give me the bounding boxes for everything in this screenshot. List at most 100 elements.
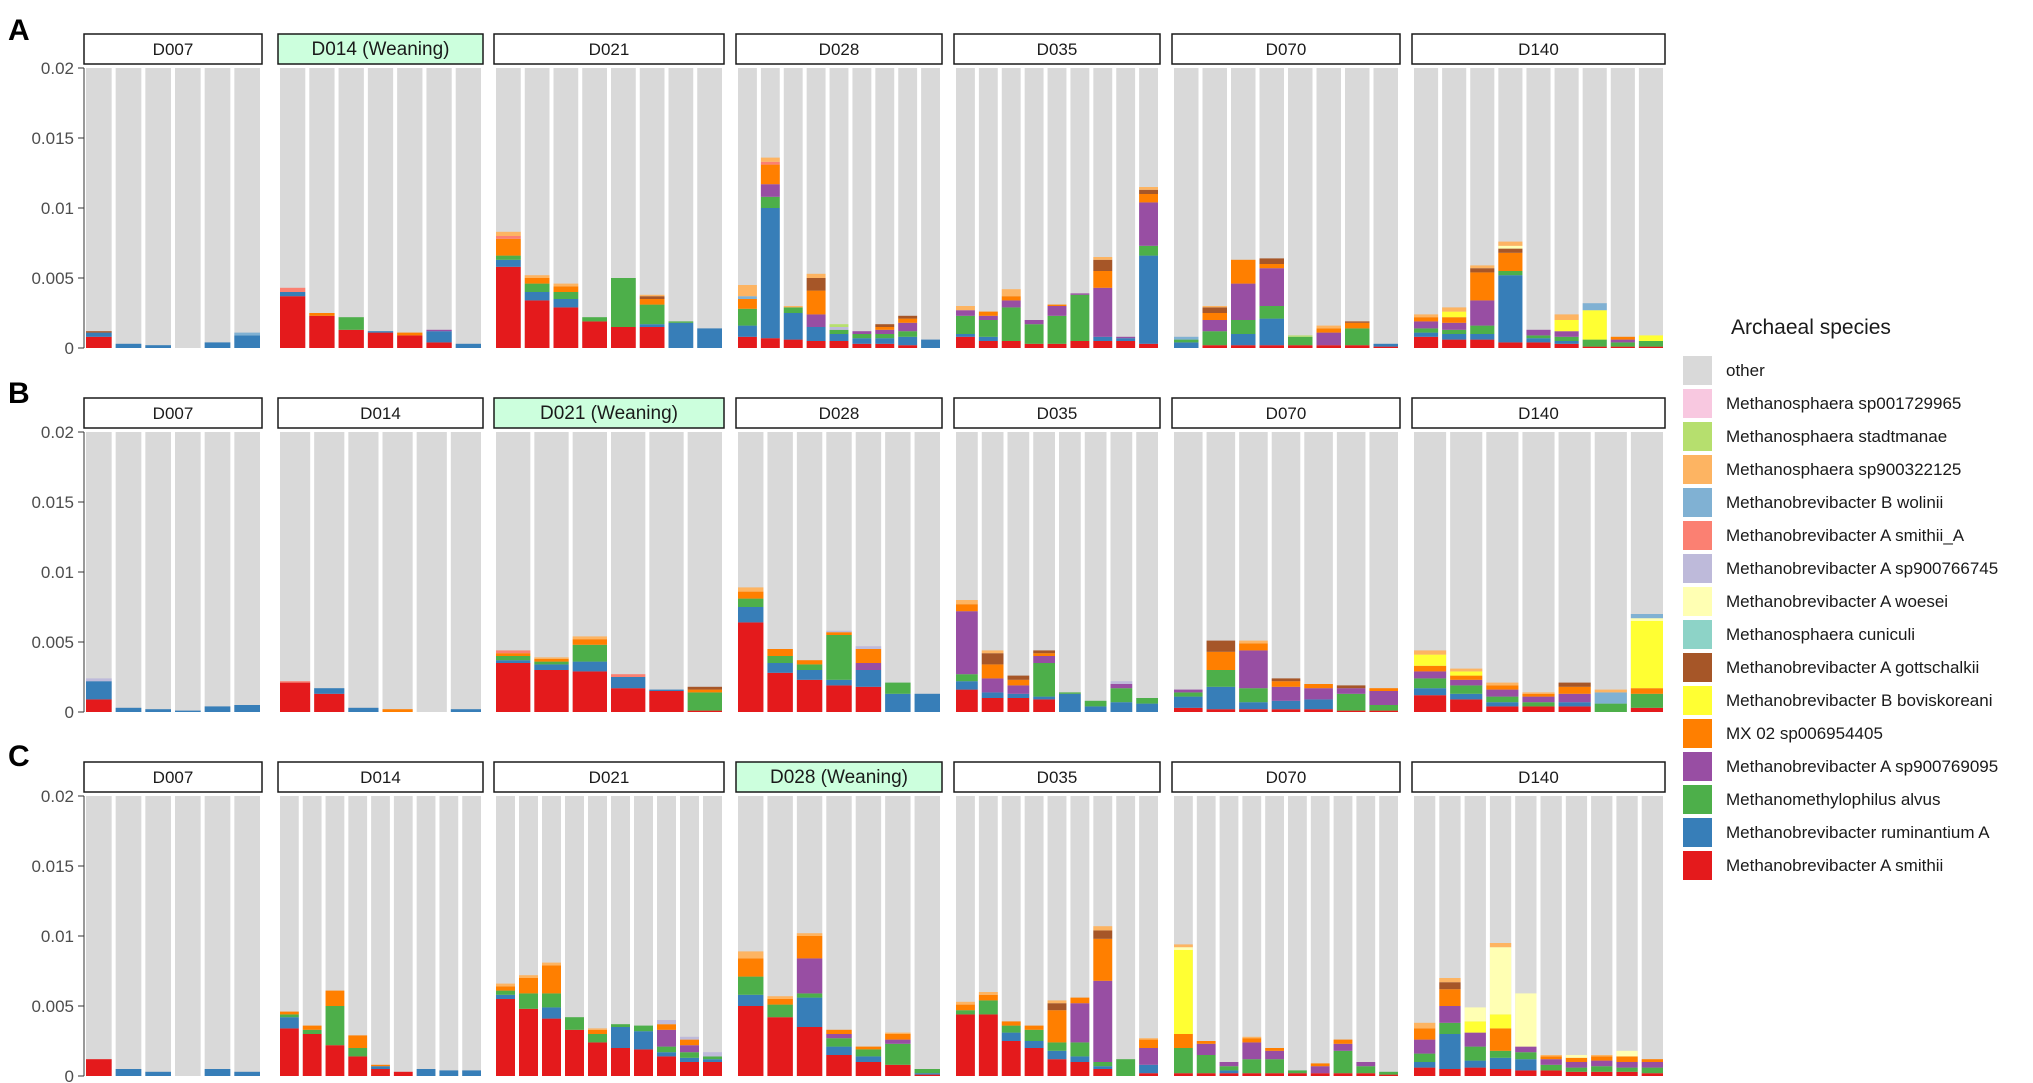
bar-segment-alvus (1206, 670, 1236, 687)
bar-segment-MX02 (572, 639, 607, 645)
bar-background-other (885, 796, 911, 1076)
bar-segment-boviskoreani (1414, 654, 1447, 666)
bar-segment-smithii (1641, 1073, 1663, 1076)
facet-strip (83, 33, 263, 65)
bar-segment-smithii (1630, 707, 1663, 712)
bar-segment-smithii (1271, 709, 1301, 712)
bar-segment-alvus (738, 598, 764, 607)
bar-segment-alvus (338, 317, 364, 330)
bar-segment-wolinii (1630, 614, 1663, 619)
bar-segment-MX02 (371, 1064, 390, 1067)
bar-segment-smithii (565, 1029, 584, 1076)
bar-segment-alvus (956, 315, 975, 334)
bar-segment-smithii (1464, 1067, 1486, 1076)
bar-segment-smithii (1288, 345, 1313, 348)
bar-segment-ruminantium (1526, 338, 1551, 343)
legend-item: Methanobrevibacter B boviskoreani (1683, 684, 2023, 717)
bar-segment-boviskoreani (1489, 1014, 1512, 1029)
bar-segment-ruminantium (657, 1052, 676, 1057)
legend-label: Methanobrevibacter A smithii (1726, 855, 1944, 875)
legend-item: Methanosphaera cuniculi (1683, 618, 2023, 651)
bar-segment-smithii (1174, 1073, 1193, 1076)
bar-segment-ruminantium (649, 689, 684, 691)
bar-segment-smithii (1316, 345, 1341, 348)
bar-segment-alvus (956, 674, 978, 682)
legend-swatch (1683, 686, 1712, 715)
bar-segment-smithii (767, 1017, 793, 1076)
bar-segment-MX02 (1610, 336, 1635, 340)
facet-strip-label: D014 (360, 768, 401, 787)
facet-strip-label: D021 (589, 40, 630, 59)
bar-segment-smithii (553, 307, 579, 348)
bar-segment-ruminantium (898, 336, 918, 346)
bar-segment-ruminantium (234, 1071, 260, 1076)
bar-segment-ruminantium (1093, 1066, 1113, 1069)
bar-segment-sp900769095 (1070, 293, 1090, 295)
facet-strip (735, 761, 943, 793)
bar-segment-ruminantium (806, 327, 826, 341)
bar-background-other (914, 432, 940, 712)
bar-segment-ruminantium (496, 259, 521, 267)
bar-segment-MX02 (1489, 1028, 1512, 1051)
bar-segment-gottschalkii (1007, 675, 1030, 680)
bar-segment-MX02 (534, 658, 569, 662)
bar-segment-ruminantium (738, 607, 764, 623)
bar-segment-alvus (885, 1043, 911, 1065)
bar-segment-ruminantium (826, 1046, 852, 1055)
bar-segment-MX02 (1565, 1057, 1588, 1062)
bar-segment-MX02 (680, 1039, 699, 1046)
facet: D140 (1411, 397, 1666, 712)
bar-background-other (204, 68, 231, 348)
bar-background-other (978, 68, 998, 348)
bar-segment-ruminantium (534, 664, 569, 670)
bar-segment-sp900769095 (852, 331, 872, 334)
bar-segment-sp900769095 (1242, 1042, 1262, 1060)
bar-segment-alvus (1196, 1055, 1216, 1074)
bar-background-other (1047, 68, 1067, 348)
bar-segment-sp900769095 (1610, 339, 1635, 343)
bar-segment-ruminantium (1373, 343, 1398, 347)
legend-item: Methanobrevibacter B wolinii (1683, 486, 2023, 519)
bar-segment-sp900322125 (588, 1028, 607, 1030)
bar-segment-smithii (86, 699, 112, 712)
bar-segment-MX02 (1316, 328, 1341, 333)
bar-background-other (1116, 796, 1136, 1076)
bar-segment-alvus (687, 692, 722, 711)
bar-segment-sp900769095 (657, 1029, 676, 1047)
bar-background-other (565, 796, 584, 1076)
bar-background-other (367, 68, 394, 348)
bar-background-other (649, 432, 684, 712)
y-tick-label: 0.005 (31, 269, 74, 288)
legend: Archaeal species other Methanosphaera sp0… (1683, 316, 2023, 882)
bar-segment-sp900322125 (1239, 640, 1268, 644)
bar-background-other (1591, 796, 1613, 1076)
facet: D007 (83, 761, 263, 1076)
bar-segment-alvus (1084, 700, 1107, 707)
bar-segment-sp900769095 (956, 310, 975, 316)
bar-segment-smithii (1206, 709, 1236, 712)
bar-segment-alvus (852, 334, 872, 339)
legend-label: Methanobrevibacter A smithii_A (1726, 525, 1965, 545)
bar-segment-ruminantium (981, 692, 1004, 698)
bar-segment-smithii_A (611, 674, 646, 677)
bar-segment-alvus (280, 1014, 299, 1018)
bar-background-other (314, 432, 345, 712)
facet-strip-label: D028 (Weaning) (770, 767, 908, 788)
bar-segment-smithii (914, 1074, 940, 1076)
bar-segment-MX02 (1070, 997, 1090, 1004)
bar-background-other (115, 796, 142, 1076)
bar-segment-sp900769095 (1450, 679, 1483, 686)
bar-segment-MX02 (1033, 653, 1055, 656)
legend-item: Methanosphaera sp900322125 (1683, 453, 2023, 486)
facet: D028 (Weaning) (735, 761, 943, 1076)
bar-background-other (855, 796, 882, 1076)
bar-segment-MX02 (348, 1035, 368, 1048)
bar-segment-MX02 (1630, 688, 1663, 694)
bar-segment-sp900769095 (1219, 1062, 1239, 1067)
bar-background-other (1616, 796, 1638, 1076)
bar-segment-ruminantium (767, 663, 793, 673)
bar-segment-ruminantium (524, 292, 550, 301)
bar-segment-sp900322125 (738, 951, 764, 959)
panel-B: B 0 0.005 0.01 0.015 0.02 D007 D014 D021 (Weanin… (8, 377, 1666, 722)
bar-segment-alvus (826, 1038, 852, 1047)
